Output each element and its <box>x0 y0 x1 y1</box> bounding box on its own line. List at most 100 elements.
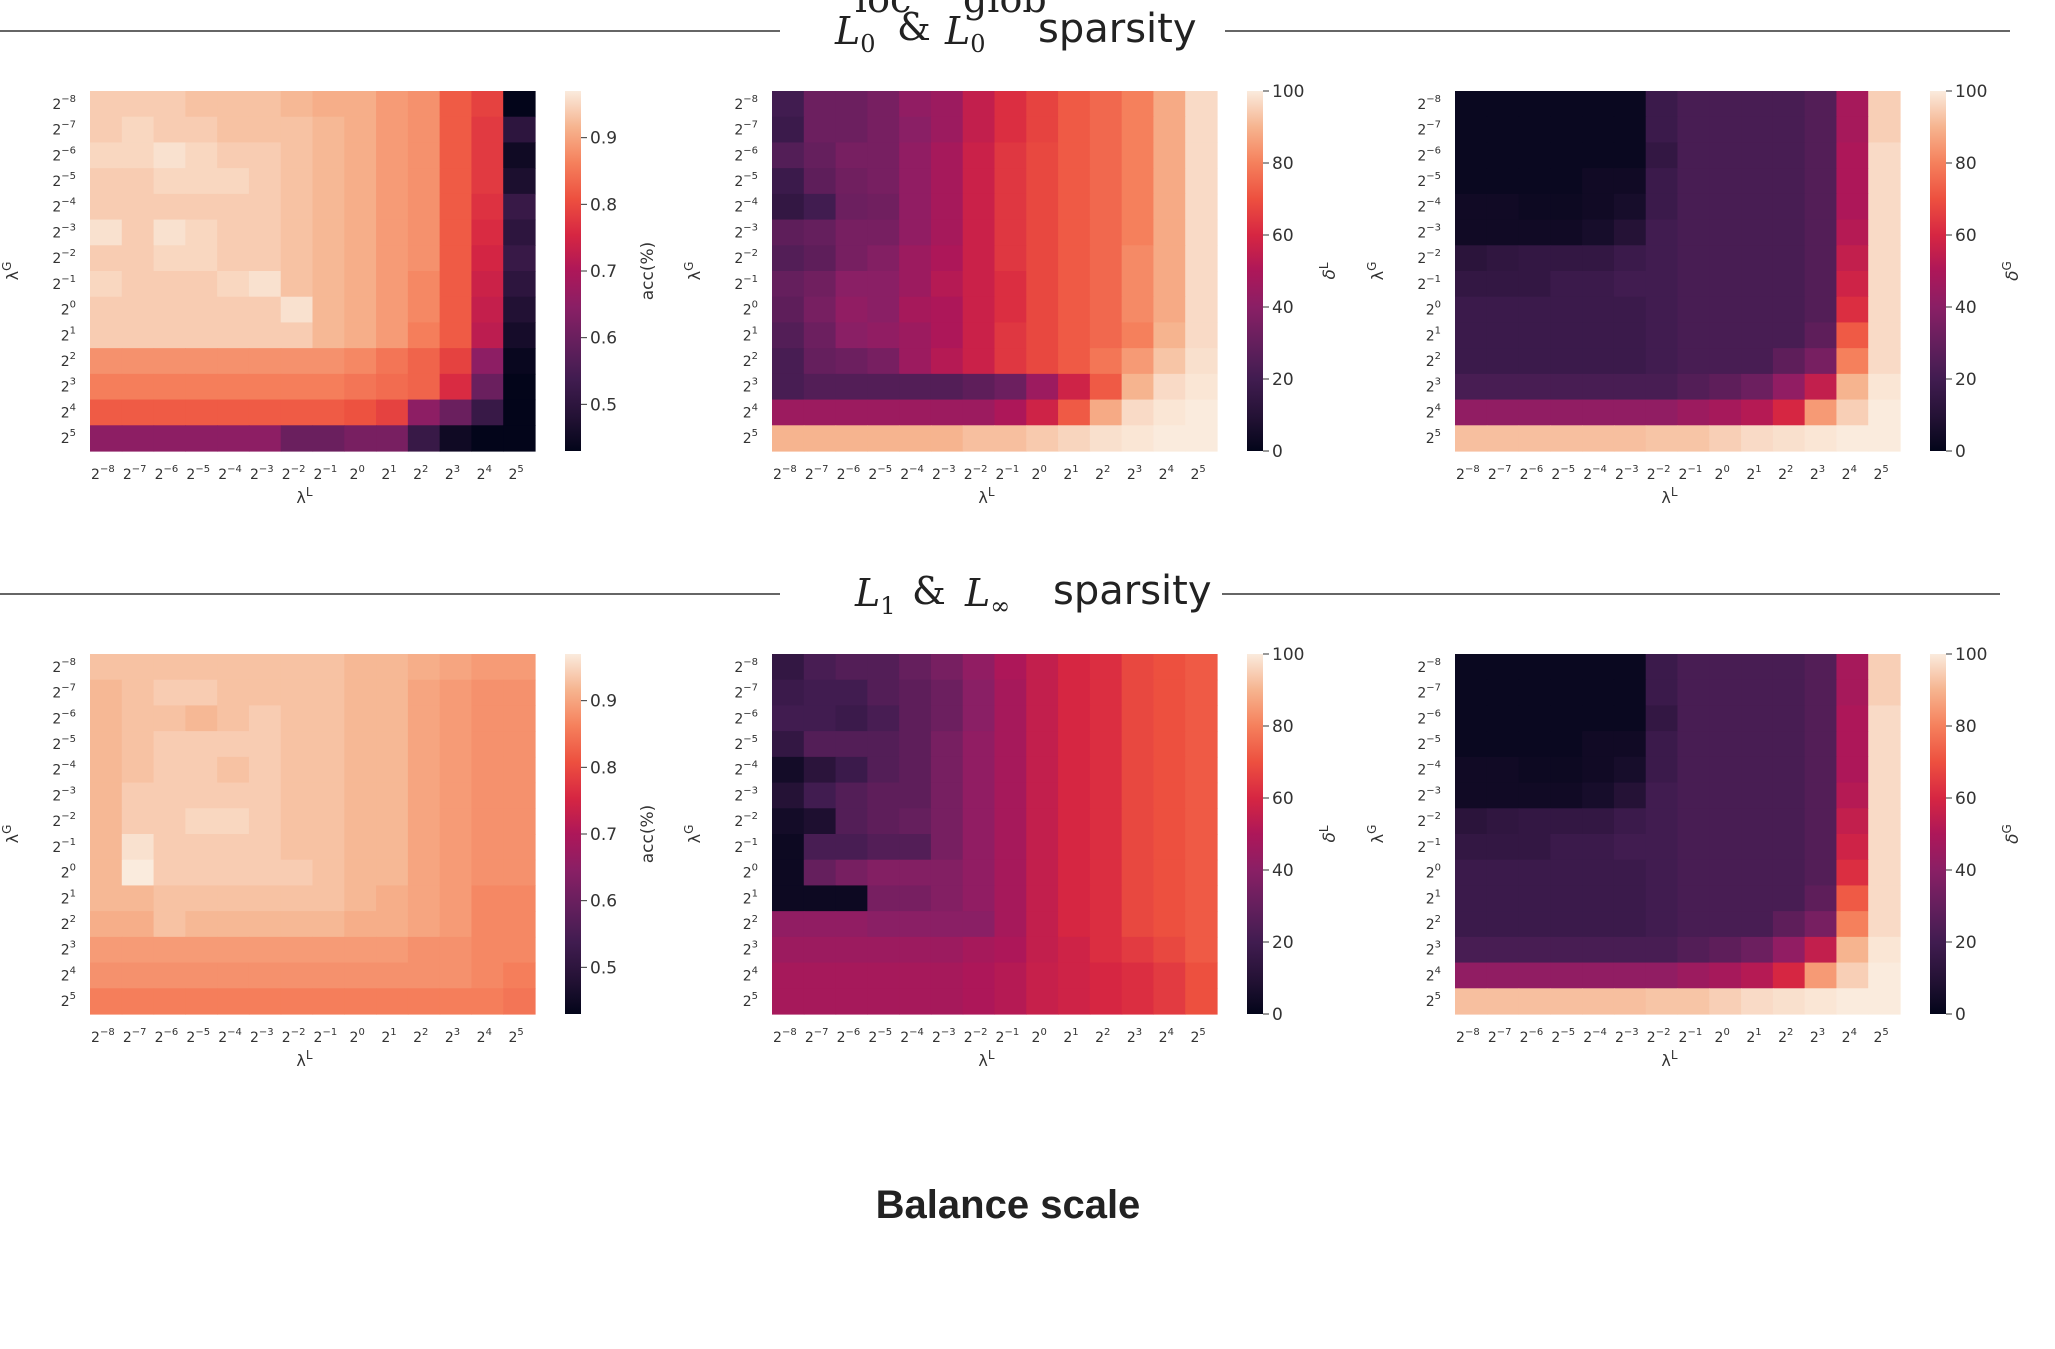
title-right-sub: ∞ <box>990 592 1010 620</box>
y-tick-label: 22 <box>743 914 758 933</box>
section-title: L0 <box>834 9 876 58</box>
heatmap-cell <box>1582 425 1615 452</box>
heatmap-cell <box>344 936 377 964</box>
heatmap-cell <box>248 399 282 426</box>
heatmap-cell <box>407 782 441 809</box>
heatmap-cell <box>439 168 473 195</box>
svg-text:L∞: L∞ <box>964 571 1010 620</box>
heatmap-cell <box>248 91 282 118</box>
heatmap-cell <box>185 782 218 809</box>
heatmap-cell <box>1582 399 1615 426</box>
heatmap-cell <box>1804 808 1838 835</box>
y-tick-label: 2−1 <box>734 274 758 293</box>
heatmap-cell <box>1613 782 1647 809</box>
heatmap-cell <box>772 193 805 221</box>
heatmap-cell <box>1026 271 1059 298</box>
heatmap-cell <box>1089 322 1123 349</box>
heatmap-cell <box>1153 296 1186 324</box>
heatmap-cell <box>1582 756 1615 784</box>
heatmap-cell <box>280 911 314 938</box>
x-tick-label: 2−3 <box>932 464 956 483</box>
heatmap-cell <box>1486 911 1520 938</box>
heatmap-cell <box>503 731 536 758</box>
heatmap-cell <box>962 425 996 452</box>
x-tick-label: 2−1 <box>996 1027 1020 1046</box>
heatmap-cell <box>1121 988 1155 1015</box>
heatmap-cell <box>1804 679 1838 707</box>
heatmap-cell <box>867 348 900 375</box>
heatmap-cell <box>867 296 900 324</box>
heatmap-cell <box>344 911 377 938</box>
heatmap-cell <box>1613 116 1647 144</box>
heatmap-cell <box>1026 705 1059 732</box>
x-tick-label: 2−3 <box>1615 1027 1639 1046</box>
heatmap-cell <box>121 425 155 452</box>
colorbar-tick-label: 40 <box>1955 298 1977 318</box>
heatmap-cell <box>1026 988 1059 1015</box>
heatmap-cell <box>121 911 155 938</box>
heatmap-cell <box>1582 193 1615 221</box>
heatmap-cell <box>835 834 868 861</box>
heatmap-cell <box>503 834 536 861</box>
y-axis-label: λG <box>1365 825 1387 844</box>
heatmap-cell <box>503 296 536 324</box>
heatmap-cell <box>1058 859 1091 887</box>
y-tick-label: 23 <box>61 377 76 396</box>
heatmap-cell <box>344 885 377 912</box>
heatmap-cell <box>1153 168 1186 195</box>
y-axis-label: λG <box>1365 262 1387 281</box>
heatmap-cell <box>1121 756 1155 784</box>
heatmap-cell <box>1058 962 1091 989</box>
heatmap-cell <box>772 911 805 938</box>
heatmap-cell <box>835 731 868 758</box>
heatmap-cell <box>1645 988 1679 1015</box>
heatmap-cell <box>1455 296 1488 324</box>
heatmap-cell <box>803 782 837 809</box>
heatmap-cell <box>1518 296 1551 324</box>
heatmap-cell <box>344 271 377 298</box>
heatmap-cell <box>962 834 996 861</box>
heatmap-cell <box>1868 885 1901 912</box>
y-tick-label: 22 <box>743 351 758 370</box>
heatmap-panel: 2−8 2−7 2−6 2−5 2−4 2−3 2−2 2−1 20 21 22 23 24 25 2−8 2… <box>682 82 1340 507</box>
heatmap-cell <box>344 425 377 452</box>
x-tick-label: 22 <box>413 1027 428 1046</box>
section-header-top: L0 loc & L0 glob sparsity <box>0 0 2010 58</box>
y-tick-label: 2−4 <box>52 760 76 779</box>
heatmap-cell <box>867 988 900 1015</box>
heatmap-cell <box>376 193 409 221</box>
svg-text:L1: L1 <box>854 571 896 620</box>
heatmap-cell <box>1185 859 1218 887</box>
heatmap-cell <box>1677 348 1710 375</box>
heatmap-cell <box>153 782 186 809</box>
y-tick-label: 24 <box>61 402 76 421</box>
heatmap-cell <box>407 91 441 118</box>
heatmap-cell <box>994 142 1027 169</box>
colorbar-label: δL <box>1317 262 1340 279</box>
heatmap-cell <box>962 731 996 758</box>
heatmap-cell <box>1455 731 1488 758</box>
y-tick-label: 2−1 <box>1417 837 1441 856</box>
heatmap-cell <box>1645 245 1679 272</box>
heatmap-cell <box>471 988 504 1015</box>
heatmap-cell <box>930 322 964 349</box>
heatmap-cell <box>185 193 218 221</box>
y-tick-label: 25 <box>1426 428 1441 447</box>
heatmap-cell <box>503 808 536 835</box>
heatmap-cell <box>217 399 250 426</box>
heatmap-cell <box>90 322 123 349</box>
heatmap-cell <box>280 859 314 887</box>
heatmap-cell <box>217 219 250 246</box>
heatmap-cell <box>376 756 409 784</box>
x-tick-label: 2−8 <box>1456 464 1480 483</box>
heatmap-cell <box>1613 731 1647 758</box>
heatmap-cell <box>344 373 377 401</box>
heatmap-cell <box>503 782 536 809</box>
heatmap-cell <box>248 296 282 324</box>
x-tick-label: 2−7 <box>1488 1027 1512 1046</box>
x-tick-label: 2−1 <box>314 1027 338 1046</box>
heatmap-cell <box>344 808 377 835</box>
heatmap-cell <box>90 988 123 1015</box>
heatmap-cell <box>1677 962 1710 989</box>
heatmap-cell <box>121 373 155 401</box>
